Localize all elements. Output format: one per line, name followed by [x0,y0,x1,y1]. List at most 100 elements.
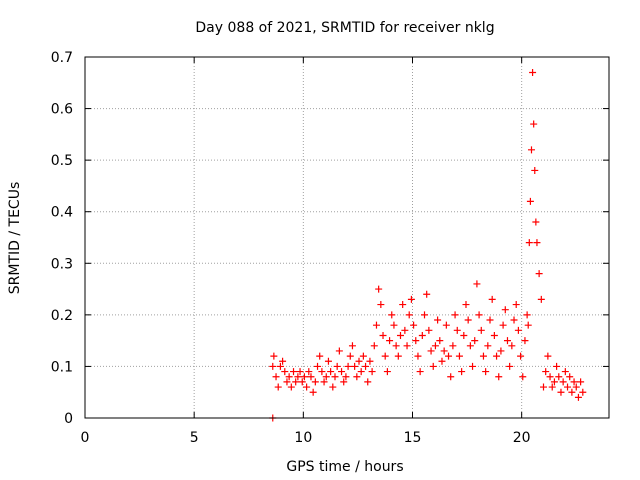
y-tick-label: 0.2 [51,308,73,324]
data-point [423,290,431,298]
data-point [353,373,361,381]
data-point [311,378,319,386]
data-point [298,378,306,386]
data-point [503,337,511,345]
data-point [279,357,287,365]
data-point [303,383,311,391]
data-point [366,357,374,365]
data-point [396,331,404,339]
data-point [449,342,457,350]
data-point [390,321,398,329]
y-tick-label: 0.4 [51,205,73,221]
data-point [458,368,466,376]
data-point [362,362,370,370]
data-point [455,352,463,360]
data-point [506,362,514,370]
data-point [292,378,300,386]
data-point [510,316,518,324]
data-point [305,368,313,376]
data-point [276,362,284,370]
data-point [287,383,295,391]
data-point [357,368,365,376]
data-point [501,306,509,314]
data-point [431,342,439,350]
x-tick-label: 5 [190,430,199,446]
data-point [564,383,572,391]
data-point [466,342,474,350]
data-point [559,378,567,386]
data-point [307,373,315,381]
data-point [329,383,337,391]
data-point [460,331,468,339]
data-point [540,383,547,391]
data-point [469,362,477,370]
data-point [527,146,535,154]
data-point [294,373,302,381]
data-point [342,373,350,381]
data-point [451,311,459,319]
data-point [479,352,487,360]
data-point [566,373,574,381]
data-point [392,342,400,350]
data-point [514,326,522,334]
data-point [359,352,367,360]
data-point [519,373,527,381]
data-point [269,362,277,370]
data-point [335,347,343,355]
ticks: 0 5 10 15 20 0 0.1 0.2 0.3 0.4 0.5 0.6 0.7 [51,50,609,446]
data-point [418,331,426,339]
data-point [517,352,525,360]
data-point [490,331,498,339]
data-point [414,352,422,360]
data-point [368,368,376,376]
data-point [338,368,346,376]
data-point [568,388,576,396]
x-tick-label: 15 [404,430,422,446]
data-point [561,368,569,376]
data-point [346,352,354,360]
data-point [548,383,556,391]
data-point [497,347,505,355]
data-point [572,383,580,391]
data-point [375,285,383,293]
data-point [542,368,550,376]
y-tick-label: 0.6 [51,102,73,118]
x-tick-label: 0 [81,430,90,446]
data-point [475,311,483,319]
data-point [488,295,496,303]
data-point [550,378,558,386]
x-tick-label: 20 [513,430,531,446]
data-point [557,388,565,396]
data-point [447,373,455,381]
x-axis-label: GPS time / hours [286,459,403,475]
data-point [544,352,552,360]
data-point [372,321,380,329]
data-point [407,295,415,303]
data-point [403,342,411,350]
data-point [296,368,304,376]
y-tick-label: 0.1 [51,359,73,375]
data-point [523,311,531,319]
data-point [471,337,479,345]
data-point [300,373,308,381]
data-point [555,373,563,381]
data-point [570,378,578,386]
data-point [399,301,407,309]
data-point [529,68,537,76]
data-point [331,373,339,381]
data-point [495,373,503,381]
data-point [508,342,516,350]
data-point [482,368,490,376]
data-point [524,321,532,329]
data-point [462,301,470,309]
data-point [438,357,446,365]
data-point [281,368,289,376]
data-point [324,357,332,365]
data-point [425,326,433,334]
data-point [440,347,448,355]
data-point [442,321,450,329]
data-point [429,362,437,370]
data-point [270,352,278,360]
